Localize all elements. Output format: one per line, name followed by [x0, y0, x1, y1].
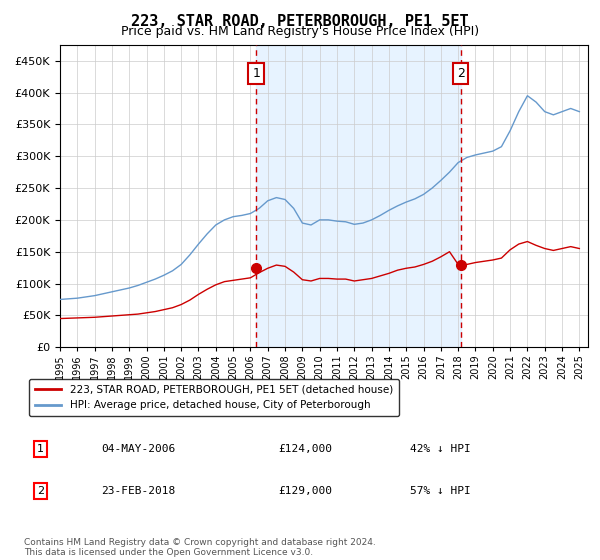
Text: 23-FEB-2018: 23-FEB-2018	[101, 486, 176, 496]
Text: Price paid vs. HM Land Registry's House Price Index (HPI): Price paid vs. HM Land Registry's House …	[121, 25, 479, 38]
Text: £129,000: £129,000	[278, 486, 332, 496]
Bar	[256, 45, 461, 347]
Text: 1: 1	[37, 444, 44, 454]
Text: 42% ↓ HPI: 42% ↓ HPI	[410, 444, 471, 454]
Text: £124,000: £124,000	[278, 444, 332, 454]
Text: Contains HM Land Registry data © Crown copyright and database right 2024.
This d: Contains HM Land Registry data © Crown c…	[24, 538, 376, 557]
Text: 1: 1	[252, 67, 260, 80]
Text: 57% ↓ HPI: 57% ↓ HPI	[410, 486, 471, 496]
Text: 223, STAR ROAD, PETERBOROUGH, PE1 5ET: 223, STAR ROAD, PETERBOROUGH, PE1 5ET	[131, 14, 469, 29]
Text: 04-MAY-2006: 04-MAY-2006	[101, 444, 176, 454]
Text: 2: 2	[457, 67, 464, 80]
Text: 2: 2	[37, 486, 44, 496]
Legend: 223, STAR ROAD, PETERBOROUGH, PE1 5ET (detached house), HPI: Average price, deta: 223, STAR ROAD, PETERBOROUGH, PE1 5ET (d…	[29, 379, 400, 417]
